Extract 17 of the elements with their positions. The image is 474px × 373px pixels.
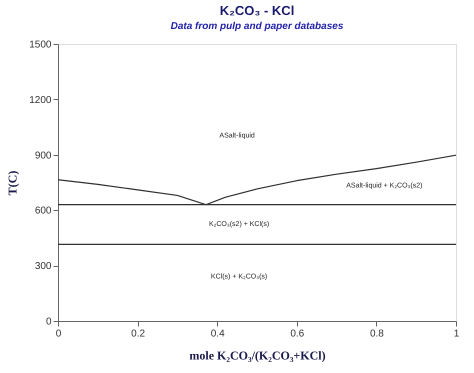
chart-title: K₂CO₃ - KCl: [220, 3, 294, 18]
y-tick-label: 0: [46, 316, 52, 328]
y-tick-label: 300: [34, 261, 52, 272]
y-tick-label: 1500: [29, 40, 52, 50]
x-tick-label: 0.4: [210, 328, 226, 340]
line-series: [57, 154, 457, 206]
y-axis-title: T(C): [5, 170, 20, 196]
x-tick-label: 0.2: [131, 328, 146, 340]
y-tick-label: 1200: [29, 94, 52, 106]
x-tick-label: 0.8: [370, 328, 384, 340]
y-tick-label: 900: [34, 150, 52, 162]
y-tick-label: 600: [34, 206, 52, 217]
chart-subtitle: Data from pulp and paper databases: [170, 21, 344, 32]
x-tick-label: 0.6: [290, 328, 305, 340]
x-tick-label: 1: [454, 328, 460, 340]
x-axis-title: mole K₂CO₃/(K₂CO₃+KCl): [189, 348, 326, 362]
x-tick-label: 0: [56, 328, 62, 340]
